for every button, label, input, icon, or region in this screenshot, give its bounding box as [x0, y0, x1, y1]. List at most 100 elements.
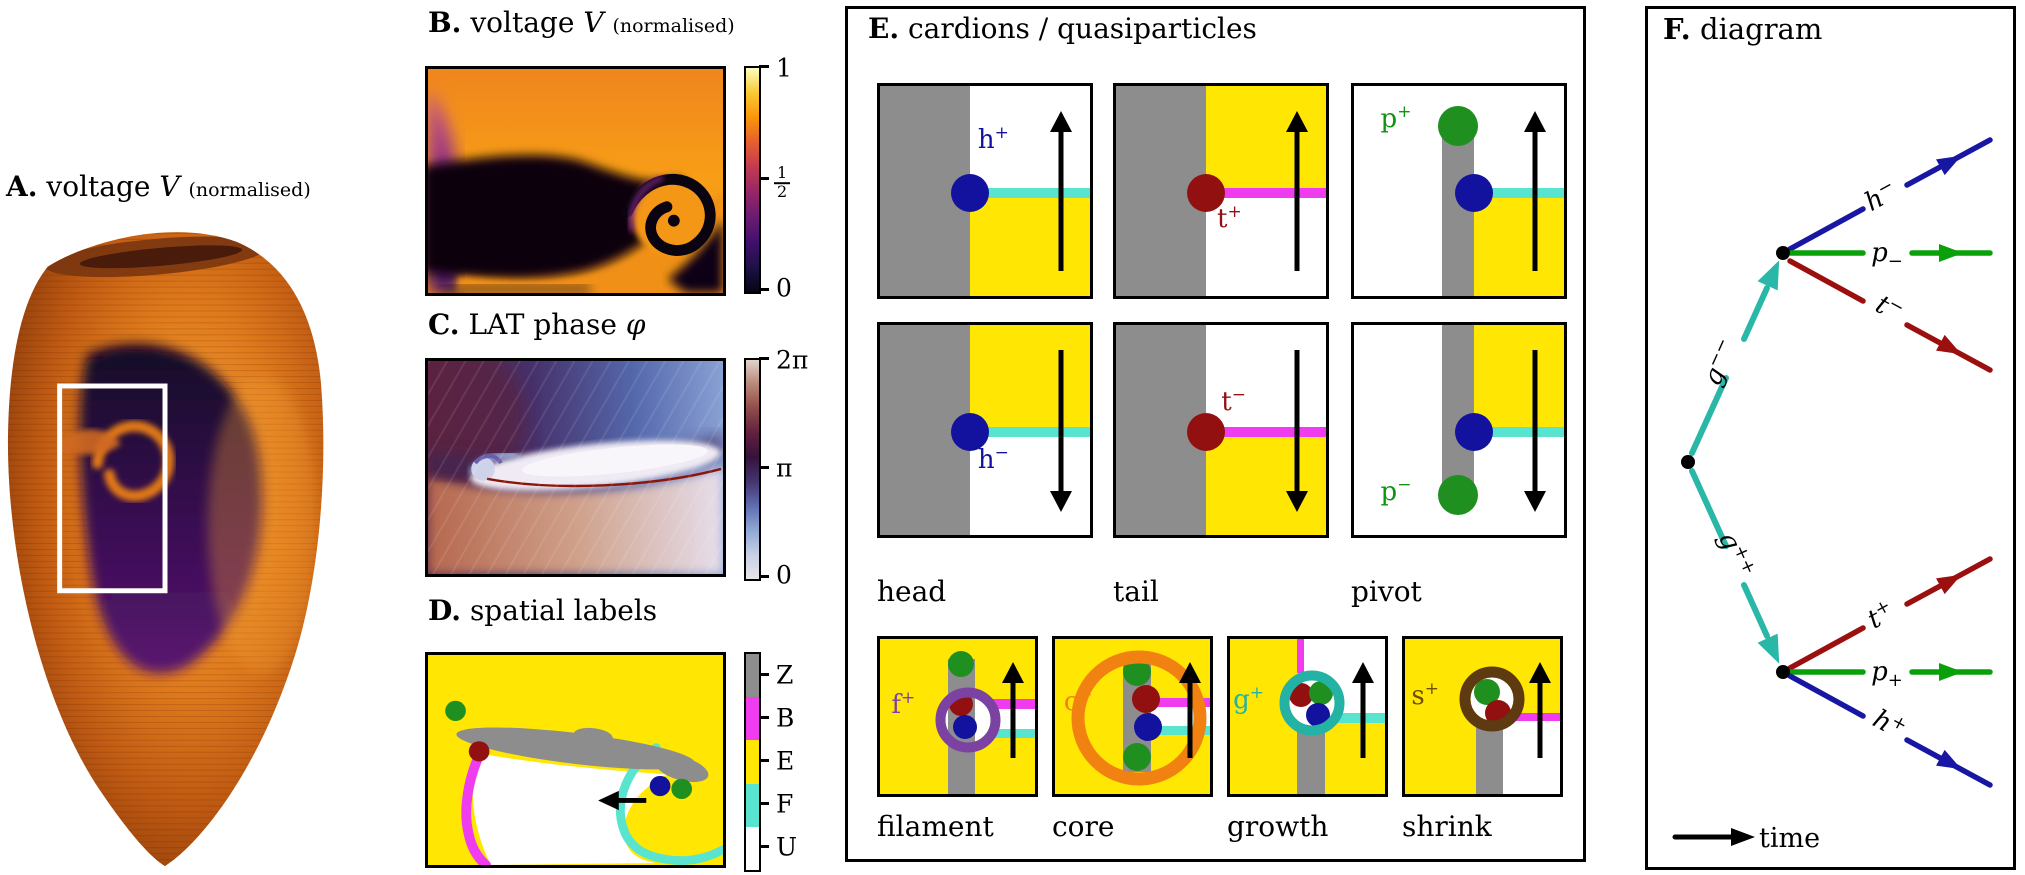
row-label-head: head	[877, 575, 947, 608]
cb-d-label-B: B	[776, 703, 795, 733]
particle-label-p-minus: p−	[1381, 477, 1412, 505]
label-base: f	[891, 689, 901, 720]
legend-swatch-F	[746, 783, 759, 827]
cardion-tail-minus: t−	[1113, 322, 1329, 538]
panel-e-title: E. cardions / quasiparticles	[868, 12, 1257, 45]
label-base: c	[1063, 686, 1079, 717]
wavefront-stripe	[970, 187, 1090, 199]
label-sign: +	[1397, 101, 1412, 122]
label-p-minus: p−	[1871, 238, 1903, 272]
row-label-shrink: shrink	[1402, 810, 1492, 843]
panel-a-title-text: voltage	[46, 170, 151, 203]
zoom-region-outline	[57, 383, 168, 594]
wavefront-stripe	[970, 426, 1090, 438]
panel-d-title-text: spatial labels	[469, 594, 658, 627]
cardion-head-plus: h+	[877, 83, 1093, 299]
lat-phase-map	[378, 341, 726, 577]
tail-dot	[468, 741, 490, 762]
voltage-3d-render	[7, 232, 324, 867]
left-arrow	[598, 790, 647, 811]
excited-region	[1473, 325, 1564, 427]
cardion-pivot-plus: p+	[1351, 83, 1567, 299]
panel-b-note: (normalised)	[612, 15, 735, 37]
waveback-stripe	[1491, 712, 1560, 722]
shrink-ring	[1459, 666, 1525, 732]
particle-label-f-plus: f+	[891, 690, 915, 718]
voltage-2d-map	[423, 66, 726, 296]
label-base: p	[1380, 103, 1398, 134]
panel-a-symbol: V	[159, 170, 180, 203]
waveback-stripe	[1206, 187, 1326, 199]
cb-d-tick-b	[759, 716, 769, 719]
cb-b-label-1: 1	[776, 53, 792, 83]
phase-colorbar	[744, 358, 761, 581]
cb-c-tick-bottom	[759, 575, 769, 578]
panel-b-title-text: voltage	[470, 6, 575, 39]
panel-b-title: B. voltage V (normalised)	[428, 6, 735, 39]
down-arrow-head	[1523, 490, 1546, 512]
upper-node	[1776, 246, 1790, 260]
wavefront-stripe	[1473, 187, 1564, 199]
label-sign: +	[1424, 678, 1439, 699]
label-sign: +	[994, 122, 1009, 143]
label-sign: +	[1227, 202, 1242, 223]
up-arrow	[1294, 128, 1300, 271]
label-sign: +	[900, 688, 916, 709]
spiral-wave-tip	[622, 173, 716, 256]
cb-d-label-F: F	[776, 789, 794, 819]
row-label-pivot: pivot	[1351, 575, 1422, 608]
label-t-plus: t+	[1862, 595, 1900, 635]
zero-bar	[1476, 721, 1503, 794]
up-arrow-head	[1285, 111, 1308, 133]
panel-c-title: C. LAT phase φ	[428, 308, 646, 341]
panel-c-symbol: φ	[625, 308, 646, 341]
spiral-wave-arm	[91, 420, 175, 502]
wavefront-stripe	[1312, 713, 1385, 723]
label-h-minus: h−	[1859, 174, 1902, 217]
panel-f-title: F. diagram	[1663, 12, 1822, 46]
down-arrow	[1058, 350, 1064, 493]
depolarised-region	[423, 155, 688, 279]
cardion-core: c+	[1052, 636, 1213, 797]
cb-d-tick-f	[759, 802, 769, 805]
excited-region	[1473, 198, 1564, 296]
panel-e-letter: E.	[868, 12, 900, 45]
cardion-shrink: s+	[1402, 636, 1563, 797]
panel-b-letter: B.	[428, 6, 462, 39]
label-sign: +	[1249, 683, 1265, 704]
label-base: t	[1217, 204, 1228, 235]
cb-c-label-pi: π	[776, 453, 793, 483]
waveback-stripe	[960, 699, 1035, 709]
wavefront-curve	[616, 743, 728, 865]
unexcited-region	[1501, 721, 1560, 794]
pivot-dot	[1437, 475, 1478, 516]
label-base: s	[1411, 680, 1425, 711]
half-den: 2	[774, 182, 791, 201]
label-t-minus: t−	[1870, 288, 1908, 328]
legend-swatch-E	[746, 740, 759, 784]
panel-f-box	[1645, 6, 2016, 870]
zero-line-blob	[456, 727, 709, 783]
cardion-filament: f+	[877, 636, 1038, 797]
cardion-head-minus: h−	[877, 322, 1093, 538]
label-base: g	[1233, 685, 1250, 716]
label-g-minus: g−−	[1696, 334, 1744, 390]
up-arrow	[1532, 128, 1538, 271]
zero-bar	[1442, 325, 1474, 496]
up-arrow-head	[1528, 662, 1551, 684]
cb-c-tick-mid	[759, 466, 769, 469]
g-plus-arrow	[1689, 468, 1770, 639]
panel-e-title-text: cardions / quasiparticles	[908, 12, 1257, 45]
cb-b-label-0: 0	[776, 273, 792, 303]
cb-d-label-Z: Z	[776, 660, 794, 690]
cb-d-tick-z	[759, 673, 769, 676]
down-arrow-head	[1285, 490, 1308, 512]
head-dot	[951, 413, 990, 452]
excited-region	[1206, 437, 1326, 535]
waveback-stripe	[1206, 426, 1326, 438]
up-arrow-head	[1178, 662, 1201, 684]
unexcited-area	[472, 753, 667, 865]
panel-f-letter: F.	[1663, 12, 1691, 46]
cb-b-tick-top	[759, 65, 769, 68]
panel-c-title-text: LAT phase	[468, 308, 617, 341]
